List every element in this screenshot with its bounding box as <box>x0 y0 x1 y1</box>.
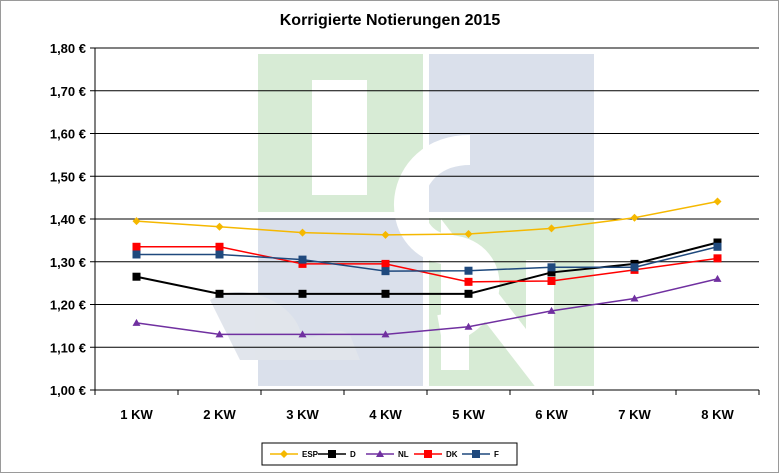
legend-label: NL <box>398 450 409 459</box>
data-point <box>713 254 722 263</box>
data-point <box>630 263 639 272</box>
x-tick-label: 3 KW <box>286 407 319 422</box>
legend-marker <box>424 450 432 458</box>
data-point <box>298 330 307 338</box>
y-tick-label: 1,60 € <box>50 127 86 142</box>
y-tick-label: 1,00 € <box>50 383 86 398</box>
data-point <box>713 242 722 251</box>
data-point <box>381 289 390 298</box>
y-tick-label: 1,40 € <box>50 212 86 227</box>
x-tick-label: 4 KW <box>369 407 402 422</box>
y-tick-label: 1,30 € <box>50 255 86 270</box>
x-tick-label: 7 KW <box>618 407 651 422</box>
legend-label: ESP <box>302 450 319 459</box>
data-point <box>547 263 556 272</box>
y-tick-label: 1,80 € <box>50 41 86 56</box>
data-point <box>713 238 722 247</box>
data-point <box>132 272 141 281</box>
data-point <box>464 322 473 330</box>
data-point <box>132 250 141 259</box>
data-point <box>547 306 556 314</box>
legend-marker <box>472 450 480 458</box>
data-point <box>630 213 639 222</box>
data-point <box>215 330 224 338</box>
x-tick-label: 1 KW <box>120 407 153 422</box>
legend-marker <box>280 450 288 458</box>
isn-watermark <box>210 54 594 412</box>
legend-marker <box>328 450 336 458</box>
data-point <box>298 228 307 237</box>
y-axis-ticks: 1,80 € 1,70 € 1,60 € 1,50 € 1,40 € 1,30 € 1,20… <box>50 41 95 398</box>
y-tick-label: 1,50 € <box>50 169 86 184</box>
series-f <box>132 242 722 276</box>
data-point <box>464 229 473 238</box>
data-point <box>381 259 390 268</box>
data-point <box>132 242 141 251</box>
series-lines <box>132 197 722 338</box>
series-line-esp <box>136 200 718 236</box>
legend-marker <box>376 450 384 457</box>
data-point <box>381 267 390 276</box>
data-point <box>464 289 473 298</box>
data-point <box>132 217 141 226</box>
y-tick-label: 1,20 € <box>50 298 86 313</box>
legend-item-f: F <box>462 450 499 459</box>
x-tick-label: 8 KW <box>701 407 734 422</box>
x-tick-label: 6 KW <box>535 407 568 422</box>
grid-lines <box>95 47 759 348</box>
data-point <box>464 266 473 275</box>
legend-item-nl: NL <box>366 450 409 459</box>
data-point <box>547 224 556 233</box>
data-point <box>298 289 307 298</box>
series-line-f <box>136 246 718 272</box>
data-point <box>713 197 722 206</box>
legend-label: D <box>350 450 356 459</box>
data-point <box>630 294 639 302</box>
legend-item-esp: ESP <box>270 450 319 459</box>
data-point <box>547 276 556 285</box>
series-esp <box>132 197 722 239</box>
x-tick-label: 5 KW <box>452 407 485 422</box>
y-tick-label: 1,70 € <box>50 84 86 99</box>
data-point <box>215 250 224 259</box>
data-point <box>215 242 224 251</box>
legend-item-dk: DK <box>414 450 458 459</box>
data-point <box>298 259 307 268</box>
data-point <box>547 268 556 277</box>
legend: ESP D NL DK F <box>261 442 518 466</box>
data-point <box>215 289 224 298</box>
chart-title: Korrigierte Notierungen 2015 <box>280 12 501 29</box>
data-point <box>381 230 390 239</box>
data-point <box>298 255 307 264</box>
data-point <box>132 318 141 326</box>
x-axis-ticks: 1 KW 2 KW 3 KW 4 KW 5 KW 6 KW 7 KW 8 KW <box>94 390 760 422</box>
series-nl <box>132 274 722 338</box>
data-point <box>215 222 224 231</box>
data-point <box>464 277 473 286</box>
legend-label: F <box>494 450 499 459</box>
y-tick-label: 1,10 € <box>50 340 86 355</box>
data-point <box>381 330 390 338</box>
data-point <box>713 274 722 282</box>
legend-label: DK <box>446 450 458 459</box>
legend-item-d: D <box>318 450 356 459</box>
series-line-dk <box>136 246 718 283</box>
x-tick-label: 2 KW <box>203 407 236 422</box>
series-line-d <box>136 241 718 295</box>
series-line-nl <box>136 278 718 336</box>
